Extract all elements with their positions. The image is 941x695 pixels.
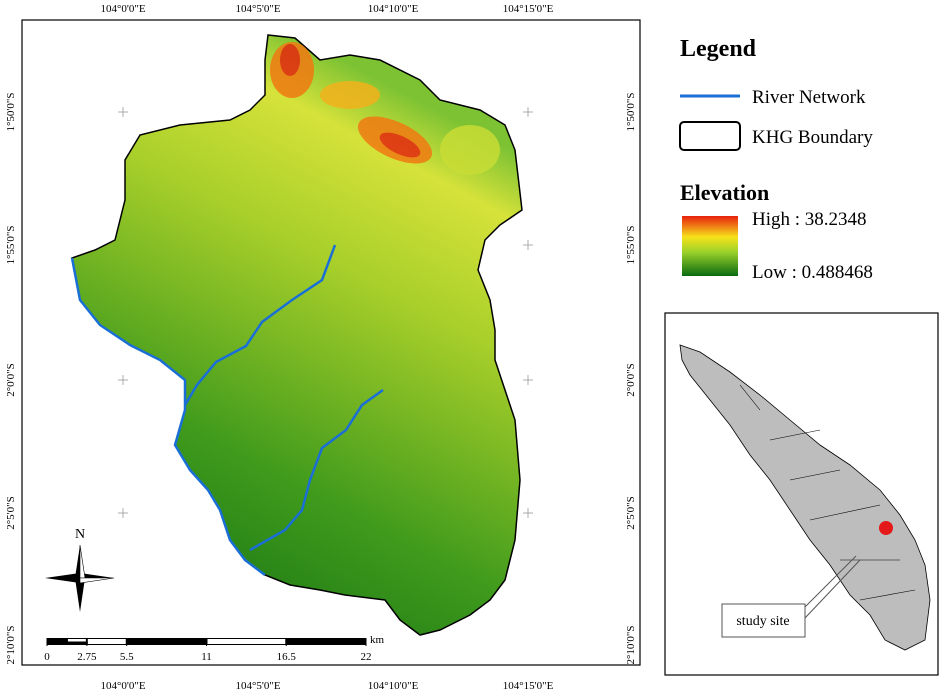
lon-label: 104°0'0"E bbox=[100, 680, 145, 692]
scale-bar: 0 2.75 5.5 11 16.5 22 km bbox=[44, 634, 384, 663]
legend-boundary: KHG Boundary bbox=[752, 127, 873, 148]
river-network bbox=[70, 244, 384, 576]
scale-segment bbox=[207, 639, 286, 644]
scale-label: 2.75 bbox=[77, 651, 97, 663]
scale-label: 22 bbox=[361, 651, 372, 663]
scale-segment bbox=[87, 639, 126, 644]
elevation-title: Elevation bbox=[680, 180, 769, 205]
lat-label: 2°10'0"S bbox=[5, 626, 17, 665]
boundary-swatch bbox=[679, 121, 741, 151]
lat-label: 2°0'0"S bbox=[5, 363, 17, 397]
lon-label: 104°10'0"E bbox=[368, 3, 419, 15]
scale-segment bbox=[67, 639, 86, 642]
lat-label: 1°55'0"S bbox=[625, 226, 637, 265]
elevation-low: Low : 0.488468 bbox=[752, 262, 873, 283]
khg-boundary bbox=[71, 34, 523, 636]
scale-label: 11 bbox=[201, 651, 212, 663]
lat-label: 2°5'0"S bbox=[625, 496, 637, 530]
lon-label: 104°0'0"E bbox=[100, 3, 145, 15]
lon-label: 104°15'0"E bbox=[503, 3, 554, 15]
high-elevation bbox=[270, 42, 500, 175]
lon-label: 104°15'0"E bbox=[503, 680, 554, 692]
lat-label: 2°5'0"S bbox=[5, 496, 17, 530]
lon-label: 104°5'0"E bbox=[235, 3, 280, 15]
lon-label: 104°5'0"E bbox=[235, 680, 280, 692]
lat-label: 1°50'0"S bbox=[625, 93, 637, 132]
scale-label: 16.5 bbox=[277, 651, 297, 663]
elevation-ramp bbox=[682, 216, 738, 276]
north-arrow: N bbox=[45, 527, 115, 612]
callout-label: study site bbox=[736, 614, 789, 629]
scale-label: 5.5 bbox=[120, 651, 134, 663]
north-label: N bbox=[75, 527, 85, 542]
legend-title: Legend bbox=[680, 36, 757, 62]
scale-label: 0 bbox=[44, 651, 50, 663]
lat-label: 1°50'0"S bbox=[5, 93, 17, 132]
elevation-high: High : 38.2348 bbox=[752, 209, 867, 230]
lat-label: 2°10'0"S bbox=[625, 626, 637, 665]
lat-label: 1°55'0"S bbox=[5, 226, 17, 265]
lon-label: 104°10'0"E bbox=[368, 680, 419, 692]
legend-river: River Network bbox=[752, 87, 866, 108]
scale-segment bbox=[87, 639, 106, 642]
lat-label: 2°0'0"S bbox=[625, 363, 637, 397]
inset-map: study site bbox=[664, 312, 939, 676]
scale-unit: km bbox=[370, 634, 385, 646]
